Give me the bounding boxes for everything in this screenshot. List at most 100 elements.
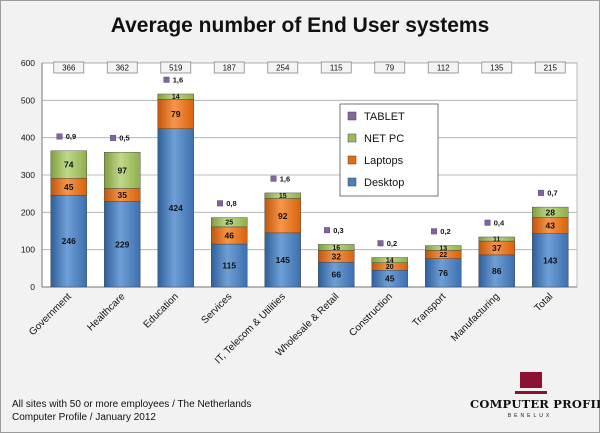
bar-value-label: 13	[439, 246, 447, 253]
footnote-line-1: All sites with 50 or more employees / Th…	[12, 399, 252, 410]
bar-value-label: 66	[332, 270, 342, 280]
tablet-marker	[110, 135, 116, 141]
total-box	[374, 61, 406, 74]
total-box	[481, 61, 513, 74]
x-category-label: Healthcare	[85, 291, 127, 333]
tablet-marker	[431, 228, 437, 235]
tablet-marker	[270, 175, 277, 182]
bar-value-label: 424	[169, 203, 183, 213]
tablet-value-label: 1,6	[173, 75, 183, 84]
y-tick-label: 300	[21, 170, 35, 180]
total-value-label: 362	[116, 64, 130, 73]
bar-value-label: 74	[64, 160, 74, 170]
total-box	[213, 61, 245, 74]
tablet-value-label: 0,7	[547, 189, 557, 198]
bar-segment-laptops	[264, 198, 301, 234]
chart-title: Average number of End User systems	[110, 14, 490, 37]
bar-value-label: 15	[279, 193, 287, 200]
bar-segment-net-pc	[264, 192, 301, 199]
bar-value-label: 22	[439, 252, 447, 259]
x-category-label: Construction	[347, 291, 394, 338]
total-value-label: 135	[490, 64, 504, 73]
bar-stack: 229 35 97	[104, 152, 141, 288]
tablet-value-label: 1,6	[280, 174, 290, 183]
y-tick-label: 400	[21, 133, 35, 143]
tablet-value-label: 0,5	[119, 134, 129, 143]
total-box	[267, 61, 299, 74]
tablet-value-label: 0,8	[226, 199, 236, 208]
y-tick-label: 600	[21, 58, 35, 68]
legend-entry: Desktop	[364, 177, 404, 189]
tablet-value-label: 0,2	[387, 239, 397, 248]
footnote: All sites with 50 or more employees / Th…	[12, 398, 251, 424]
legend-swatch	[347, 155, 357, 165]
bar-stack: 246 45 74	[50, 150, 87, 288]
bar-stack: 115 46 25	[211, 217, 248, 288]
footnote-line-2: Computer Profile / January 2012	[12, 412, 156, 423]
y-tick-label: 200	[21, 207, 35, 217]
tablet-value-label: 0,2	[440, 227, 450, 236]
logo-emblem-icon	[515, 372, 547, 394]
bar-value-label: 25	[225, 220, 233, 227]
tablet-value-label: 0,3	[333, 226, 343, 235]
bar-value-label: 97	[118, 165, 128, 175]
bar-value-label: 16	[332, 245, 340, 252]
bar-value-label: 37	[492, 243, 502, 253]
bar-stack: 143 43 28	[532, 206, 569, 288]
legend-swatch	[347, 111, 357, 121]
bar-segment-net-pc	[318, 244, 355, 251]
total-box	[320, 61, 352, 74]
total-value-label: 215	[544, 64, 558, 73]
y-tick-label: 0	[30, 282, 35, 292]
bar-segment-net-pc	[425, 245, 462, 251]
x-category-label: Government	[27, 291, 74, 338]
bar-value-label: 145	[276, 255, 290, 265]
tablet-marker	[163, 76, 170, 83]
total-box	[427, 61, 459, 74]
bar-value-label: 14	[172, 94, 180, 101]
bar-value-label: 46	[225, 231, 235, 241]
tablet-marker	[56, 133, 63, 140]
legend-entry: NET PC	[364, 133, 404, 145]
total-value-label: 254	[276, 64, 290, 73]
bar-segment-net-pc	[157, 93, 194, 100]
bar-value-label: 79	[171, 109, 181, 119]
bar-segment-desktop	[50, 194, 87, 288]
bar-value-label: 32	[332, 251, 342, 261]
bar-value-label: 229	[115, 239, 129, 249]
total-box	[534, 61, 566, 74]
bar-segment-net-pc	[371, 257, 408, 263]
bar-value-label: 45	[385, 274, 395, 284]
total-value-label: 187	[223, 64, 237, 73]
y-tick-label: 100	[21, 245, 35, 255]
total-value-label: 79	[385, 64, 394, 73]
bar-value-label: 76	[439, 268, 449, 278]
total-value-label: 519	[169, 64, 183, 73]
total-box	[160, 61, 192, 74]
total-box	[53, 61, 85, 74]
bar-value-label: 14	[386, 258, 394, 265]
bar-value-label: 246	[62, 236, 76, 246]
legend-box	[339, 103, 439, 197]
tablet-marker	[484, 219, 491, 226]
x-category-label: Transport	[411, 291, 449, 329]
bar-segment-net-pc	[478, 236, 515, 242]
bar-segment-net-pc	[50, 150, 87, 179]
total-value-label: 115	[330, 64, 343, 73]
tablet-marker	[217, 200, 223, 207]
bar-value-label: 35	[118, 190, 128, 200]
bar-segment-desktop	[318, 262, 355, 288]
x-category-label: Education	[142, 291, 181, 330]
bar-value-label: 20	[386, 264, 394, 271]
company-logo: COMPUTER PROFILE BENELUX	[470, 369, 600, 427]
total-box	[106, 61, 138, 74]
bar-segment-desktop	[264, 232, 301, 288]
bar-value-label: 45	[64, 182, 74, 192]
tablet-marker	[538, 189, 544, 196]
bar-stack: 424 79 14	[157, 93, 194, 288]
